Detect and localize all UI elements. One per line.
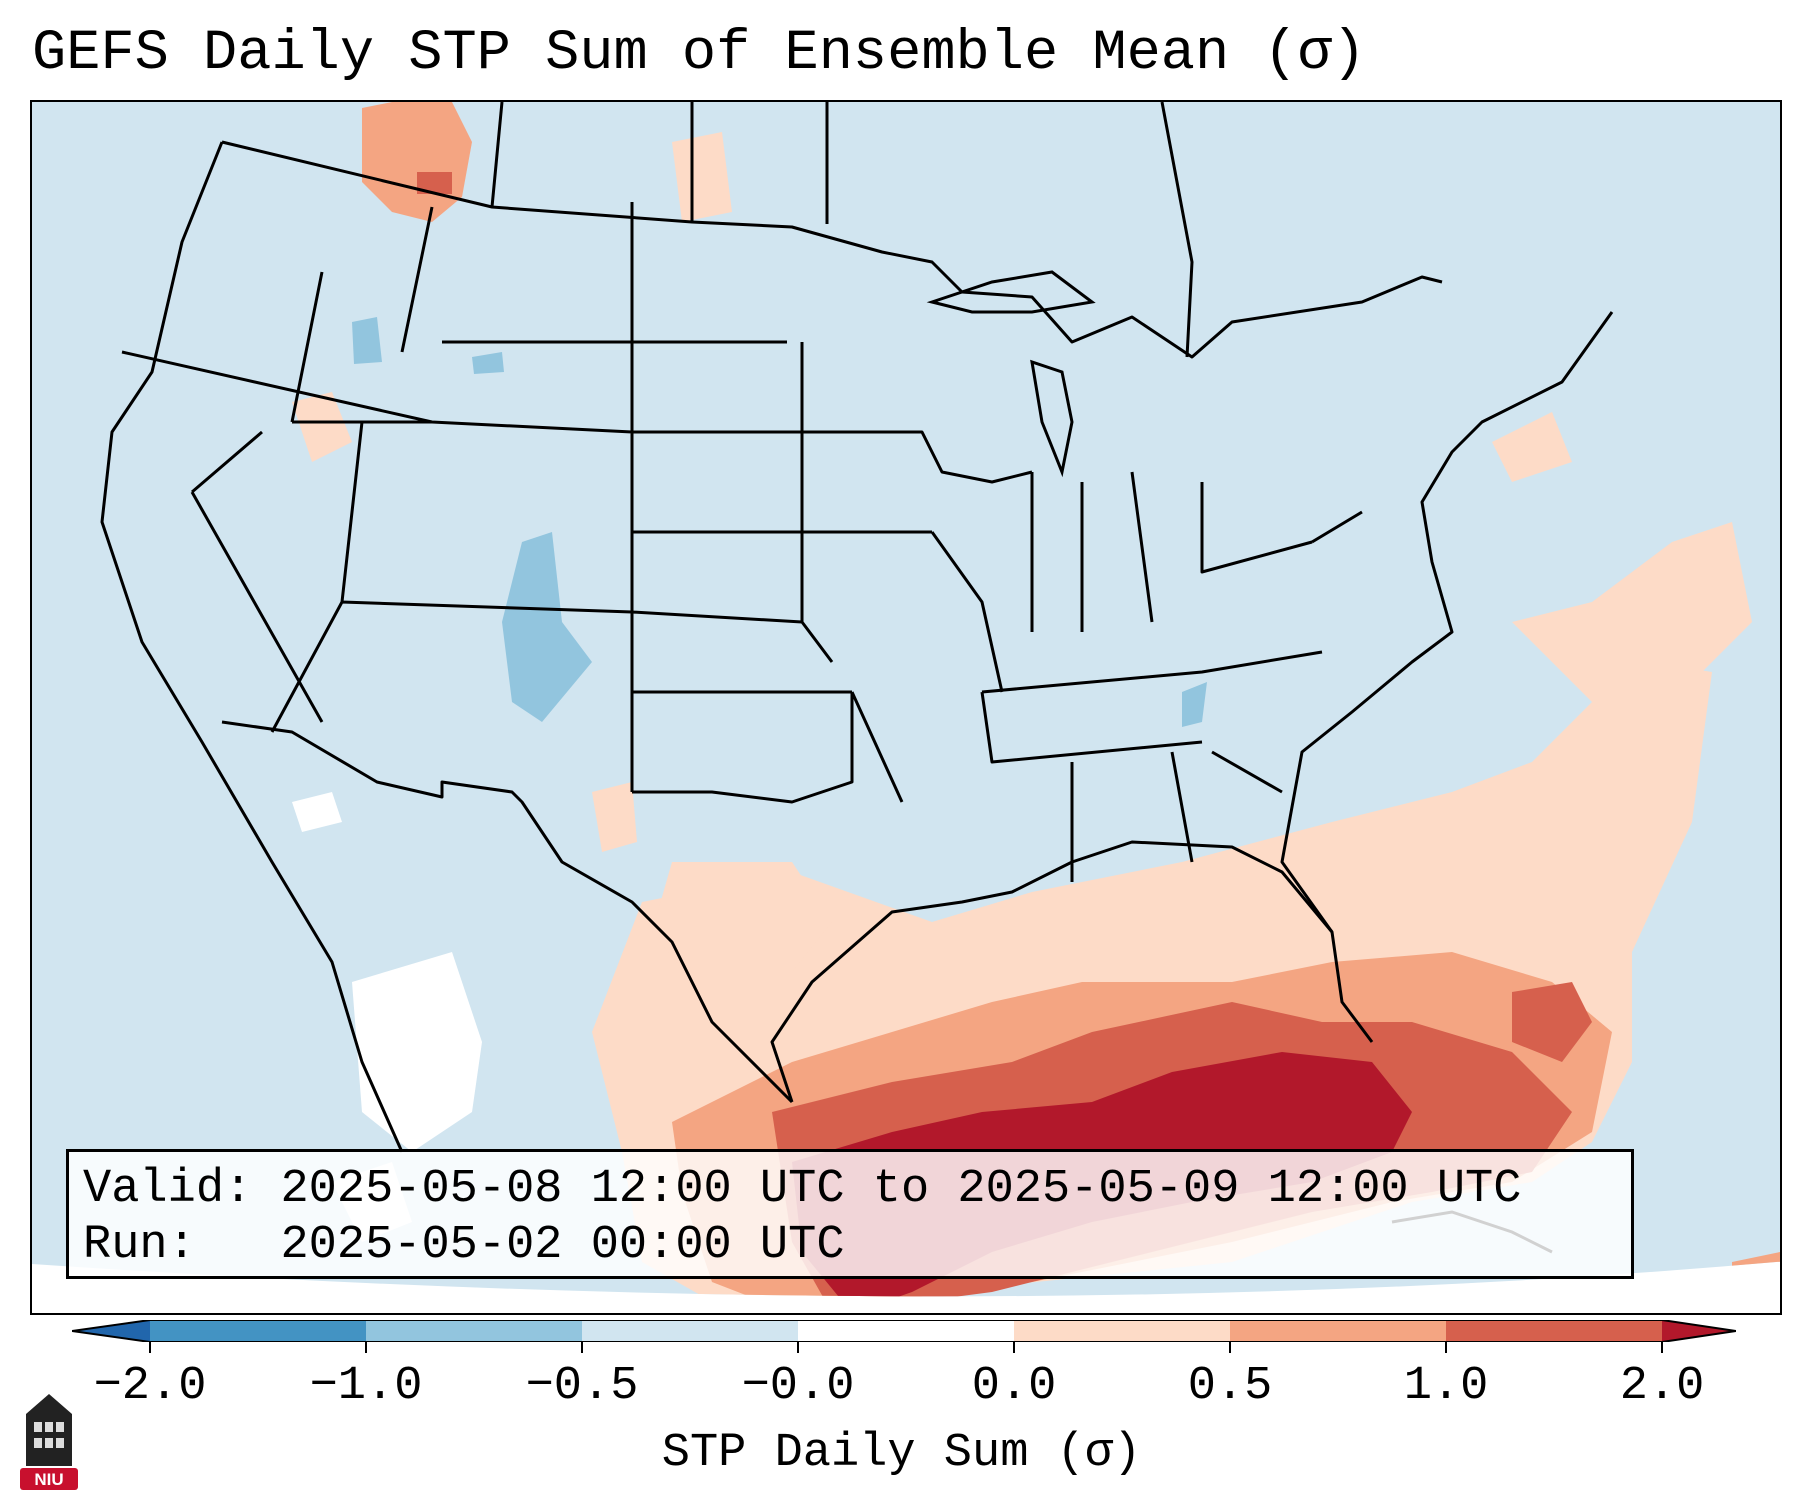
political-borders bbox=[100, 102, 1614, 1153]
positive-patch-oregon bbox=[292, 392, 352, 462]
map-panel bbox=[30, 100, 1782, 1315]
state-lines-central bbox=[442, 202, 904, 804]
colorbar-label: STP Daily Sum (σ) bbox=[661, 1427, 1142, 1480]
lake-michigan bbox=[1030, 359, 1074, 478]
niu-logo: NIU bbox=[20, 1394, 78, 1490]
colorbar-tick-label: 2.0 bbox=[1619, 1360, 1705, 1413]
positive-patch-new-mexico bbox=[592, 782, 637, 852]
colorbar-extend-min bbox=[72, 1320, 150, 1342]
positive-patch-atlantic bbox=[1512, 522, 1752, 702]
colorbar bbox=[72, 1320, 1736, 1342]
run-value: 2025-05-02 00:00 UTC bbox=[280, 1219, 845, 1272]
colorbar-segment-0-05 bbox=[1014, 1320, 1230, 1342]
colorbar-segment-zero bbox=[798, 1320, 1014, 1342]
colorbar-tick-label: −2.0 bbox=[93, 1360, 207, 1413]
colorbar-tick bbox=[581, 1342, 583, 1353]
positive-patch-north-idaho-core bbox=[417, 172, 452, 194]
negative-patch-colorado bbox=[502, 532, 592, 722]
colorbar-extend-max bbox=[1662, 1320, 1736, 1342]
positive-patch-west-texas bbox=[652, 862, 832, 982]
colorbar-tick-label: −0.5 bbox=[525, 1360, 639, 1413]
positive-patch-offshore-south bbox=[1732, 1252, 1780, 1297]
positive-patch-montana bbox=[672, 132, 732, 222]
positive-zone-florida-core bbox=[1512, 982, 1592, 1062]
zero-patch-arizona bbox=[292, 792, 342, 832]
colorbar-segment-1-2 bbox=[1446, 1320, 1662, 1342]
colorbar-tick bbox=[365, 1342, 367, 1353]
colorbar-tick bbox=[797, 1342, 799, 1353]
colorbar-tick bbox=[1229, 1342, 1231, 1353]
logo-windows bbox=[34, 1422, 64, 1448]
chart-title: GEFS Daily STP Sum of Ensemble Mean (σ) bbox=[32, 22, 1367, 86]
negative-patch-wyoming bbox=[472, 352, 504, 374]
zero-patch-mexico bbox=[352, 952, 482, 1152]
colorbar-segment-05-1 bbox=[1230, 1320, 1446, 1342]
colorbar-tick bbox=[149, 1342, 151, 1353]
colorbar-tick bbox=[1661, 1342, 1663, 1353]
map-canvas bbox=[32, 102, 1780, 1297]
canada-interior-borders bbox=[490, 102, 1194, 358]
colorbar-tick bbox=[1013, 1342, 1015, 1353]
colorbar-tick-label: 1.0 bbox=[1403, 1360, 1489, 1413]
valid-value: 2025-05-08 12:00 UTC to 2025-05-09 12:00… bbox=[280, 1163, 1522, 1216]
colorbar-segment-neg1-neg05 bbox=[366, 1320, 582, 1342]
negative-patch-kentucky bbox=[1182, 682, 1207, 727]
us-mexico-border bbox=[221, 720, 794, 1104]
east-coast bbox=[1280, 311, 1614, 933]
colorbar-segment-neg2-neg1 bbox=[150, 1320, 366, 1342]
us-canada-border bbox=[221, 140, 1443, 359]
valid-label: Valid: bbox=[83, 1163, 253, 1216]
logo-badge bbox=[20, 1468, 78, 1490]
colorbar-tick-label: 0.5 bbox=[1187, 1360, 1273, 1413]
projected-earth bbox=[32, 102, 1780, 1297]
negative-patch-idaho bbox=[352, 317, 382, 364]
colorbar-tick-label: −1.0 bbox=[309, 1360, 423, 1413]
lake-superior bbox=[926, 270, 1096, 314]
logo-text: NIU bbox=[34, 1470, 63, 1489]
colorbar-tick-label: 0.0 bbox=[971, 1360, 1057, 1413]
positive-patch-northeast bbox=[1492, 412, 1572, 482]
run-label: Run: bbox=[83, 1219, 196, 1272]
colorbar-segment-neg05-0 bbox=[582, 1320, 798, 1342]
state-lines-east bbox=[802, 430, 1363, 882]
west-coast bbox=[100, 141, 404, 1153]
colorbar-tick bbox=[1445, 1342, 1447, 1353]
info-box: Valid: 2025-05-08 12:00 UTC to 2025-05-0… bbox=[66, 1149, 1634, 1279]
colorbar-tick-label: −0.0 bbox=[741, 1360, 855, 1413]
